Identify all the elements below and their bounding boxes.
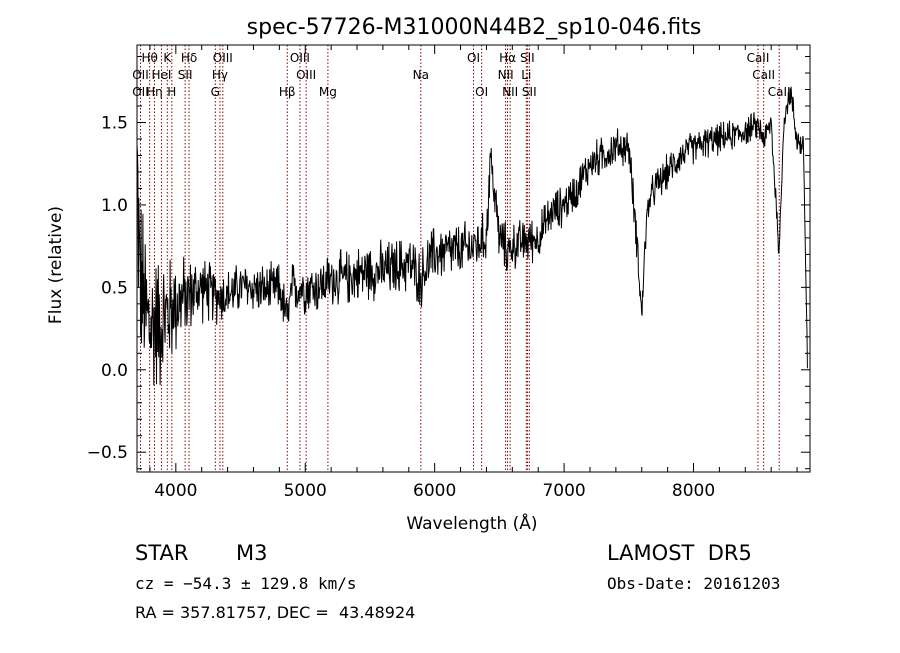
survey-name: LAMOST DR5 (607, 541, 752, 565)
line-marker-label: CaII (752, 68, 775, 82)
line-marker-label: OI (467, 51, 480, 65)
line-marker-label: Hθ (141, 51, 157, 65)
line-marker-label: Hβ (279, 85, 296, 99)
line-marker-label: HeI (151, 68, 171, 82)
x-tick-label: 8000 (672, 481, 715, 501)
y-axis-label: Flux (relative) (46, 206, 66, 324)
line-marker-label: Na (413, 68, 429, 82)
line-marker-label: Hδ (181, 51, 197, 65)
x-axis: 4000 5000 6000 7000 8000 (149, 45, 798, 501)
line-marker-label: Hη (146, 85, 163, 99)
x-axis-label: Wavelength (Å) (406, 512, 537, 534)
line-marker-label: OII (132, 68, 149, 82)
line-marker-label: OII (132, 85, 149, 99)
object-class: STAR (135, 541, 189, 565)
line-marker-label: Hα (499, 51, 516, 65)
line-marker-label: Hγ (212, 68, 228, 82)
y-tick-label: 1.0 (101, 196, 128, 216)
y-tick-label: 0.0 (101, 361, 128, 381)
line-marker-label: OI (475, 85, 488, 99)
line-marker-label: NII (502, 85, 518, 99)
line-marker-label: OIII (213, 51, 233, 65)
line-marker-label: SII (522, 85, 537, 99)
y-tick-label: 1.5 (101, 113, 128, 133)
y-tick-label: 0.5 (101, 278, 128, 298)
y-tick-label: −0.5 (87, 443, 128, 463)
line-marker-label: K (163, 51, 172, 65)
spectrum-series-line (136, 86, 808, 386)
line-marker-label: Li (521, 68, 531, 82)
line-marker-label: OIII (290, 51, 310, 65)
x-tick-label: 4000 (154, 481, 197, 501)
line-marker-label: OIII (296, 68, 316, 82)
line-marker-label: NII (498, 68, 514, 82)
line-marker-label: SII (178, 68, 193, 82)
redshift-velocity: cz = −54.3 ± 129.8 km/s (135, 574, 357, 593)
line-marker-label: CaII (747, 51, 770, 65)
line-marker-label: SII (520, 51, 535, 65)
observation-date: Obs-Date: 20161203 (607, 574, 781, 593)
line-marker-label: G (211, 85, 220, 99)
chart-title: spec-57726-M31000N44B2_sp10-046.fits (247, 15, 702, 40)
plot-frame (136, 44, 811, 473)
coordinates: RA = 357.81757, DEC = 43.48924 (135, 603, 416, 622)
y-axis: −0.5 0.0 0.5 1.0 1.5 (87, 56, 810, 470)
line-marker-label: H (167, 85, 176, 99)
x-tick-label: 7000 (542, 481, 585, 501)
line-markers (139, 45, 780, 472)
line-marker-label: Mg (319, 85, 337, 99)
x-tick-label: 6000 (413, 481, 456, 501)
x-tick-label: 5000 (284, 481, 327, 501)
line-marker-label: CaII (768, 85, 791, 99)
object-subclass: M3 (236, 541, 268, 565)
